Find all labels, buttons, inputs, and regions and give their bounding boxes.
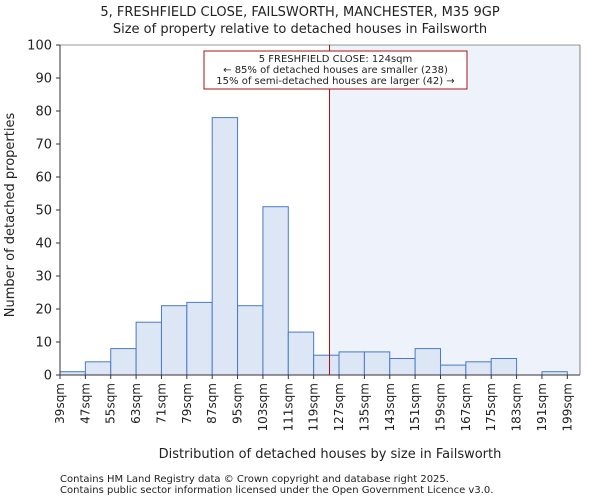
x-tick-label: 47sqm: [78, 383, 92, 424]
bar: [186, 301, 213, 376]
x-tick-label: 63sqm: [129, 383, 143, 424]
y-tick-label: 80: [35, 105, 52, 120]
y-tick-label: 0: [44, 369, 52, 384]
bar: [414, 348, 441, 376]
bar: [135, 321, 162, 376]
bar: [237, 305, 264, 376]
bar: [439, 364, 467, 376]
x-tick-label: 79sqm: [180, 383, 194, 424]
x-tick-label: 151sqm: [408, 383, 422, 431]
annotation-line-2: ← 85% of detached houses are smaller (23…: [223, 65, 448, 76]
x-tick-label: 159sqm: [433, 383, 447, 431]
bar: [363, 351, 391, 376]
x-tick-label: 135sqm: [357, 383, 371, 431]
y-tick-label: 60: [35, 171, 52, 186]
bar: [287, 331, 315, 376]
bar: [338, 351, 365, 376]
y-tick-label: 70: [35, 138, 52, 153]
x-tick-label: 111sqm: [281, 383, 295, 431]
annotation-line-1: 5 FRESHFIELD CLOSE: 124sqm: [259, 54, 413, 65]
annotation-frame: [203, 50, 468, 90]
chart-subtitle: Size of property relative to detached ho…: [113, 22, 487, 37]
annotation-box: 5 FRESHFIELD CLOSE: 124sqm ← 85% of deta…: [203, 50, 468, 90]
bar: [389, 358, 416, 376]
bar: [490, 358, 518, 376]
x-tick-label: 39sqm: [53, 383, 67, 424]
y-tick-label: 10: [35, 336, 52, 351]
x-tick-label: 87sqm: [205, 383, 219, 424]
y-tick-label: 30: [35, 270, 52, 285]
x-tick-label: 127sqm: [332, 383, 346, 431]
x-tick-label: 119sqm: [307, 383, 321, 431]
x-tick-label: 143sqm: [383, 383, 397, 431]
x-tick-label: 191sqm: [535, 383, 549, 431]
y-tick-label: 90: [35, 72, 52, 87]
y-tick-label: 20: [35, 303, 52, 318]
x-tick-label: 103sqm: [256, 383, 270, 431]
x-tick-label: 55sqm: [104, 383, 118, 424]
x-tick-label: 167sqm: [459, 383, 473, 431]
bar: [262, 206, 289, 376]
y-axis-label: Number of detached properties: [3, 113, 18, 318]
x-tick-label: 71sqm: [154, 383, 168, 424]
y-tick-label: 100: [27, 39, 52, 54]
x-axis-label: Distribution of detached houses by size …: [159, 447, 502, 462]
bar: [84, 361, 112, 376]
larger-region-highlight: [329, 45, 580, 375]
footer-line-2: Contains public sector information licen…: [60, 485, 493, 496]
chart-title: 5, FRESHFIELD CLOSE, FAILSWORTH, MANCHES…: [100, 5, 500, 20]
bar: [211, 117, 239, 376]
x-tick-label: 183sqm: [510, 383, 524, 431]
bar: [110, 348, 137, 376]
x-tick-label: 199sqm: [560, 383, 574, 431]
x-tick-label: 95sqm: [231, 383, 245, 424]
y-tick-label: 40: [35, 237, 52, 252]
bar: [313, 354, 340, 376]
x-tick-label: 175sqm: [484, 383, 498, 431]
bar: [465, 361, 492, 376]
footer-line-1: Contains HM Land Registry data © Crown c…: [60, 474, 449, 485]
annotation-line-3: 15% of semi-detached houses are larger (…: [216, 76, 454, 87]
y-tick-label: 50: [35, 204, 52, 219]
bar: [160, 305, 188, 376]
